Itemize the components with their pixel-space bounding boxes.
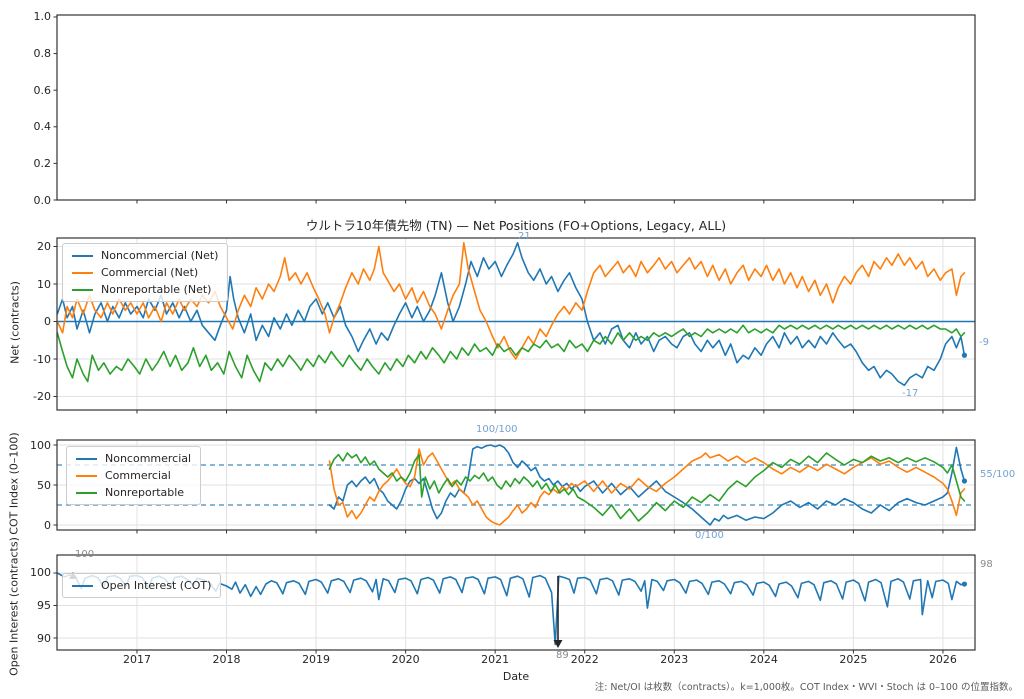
annotation: 100/100 bbox=[476, 424, 518, 435]
x-tick-label: 2019 bbox=[302, 653, 331, 666]
x-tick-label: 2021 bbox=[481, 653, 510, 666]
plot-border bbox=[56, 237, 976, 411]
y-tick-label: 0.8 bbox=[33, 47, 52, 61]
y-tick-label: 1.0 bbox=[33, 10, 52, 24]
legend-item-noncommercial: Noncommercial bbox=[76, 451, 191, 466]
legend-label: Nonreportable (Net) bbox=[101, 283, 212, 296]
y-tick-label: 0 bbox=[44, 315, 51, 328]
legend-item-nonreportable: Nonreportable bbox=[76, 485, 191, 500]
y-tick-label: 0.4 bbox=[33, 120, 52, 134]
legend-swatch-icon bbox=[72, 584, 93, 587]
legend: Noncommercial Commercial Nonreportable bbox=[66, 446, 202, 505]
x-tick-label: 2020 bbox=[391, 653, 420, 666]
legend-label: Noncommercial (Net) bbox=[101, 249, 219, 262]
footnote: 注: Net/OI は枚数（contracts）。k=1,000枚。COT In… bbox=[594, 682, 1018, 693]
series-line-commercial-net bbox=[56, 242, 966, 360]
annotation: -9 bbox=[979, 337, 989, 348]
series-line-nonreportable bbox=[328, 452, 966, 522]
annotation: 55/100 bbox=[980, 469, 1016, 480]
annotation: 0/100 bbox=[695, 530, 724, 541]
y-tick-label: 0 bbox=[44, 518, 51, 532]
series-end-marker bbox=[961, 581, 968, 587]
x-tick-label: 2026 bbox=[928, 653, 957, 666]
x-tick-label: 2023 bbox=[660, 653, 689, 666]
y-tick-label: 0.0 bbox=[33, 193, 52, 207]
y-tick-label: 95 bbox=[37, 598, 51, 612]
x-tick-label: 2018 bbox=[212, 653, 241, 666]
x-tick-label: 2025 bbox=[839, 653, 868, 666]
series-line-noncommercial-net bbox=[56, 242, 966, 387]
y-tick-label: 0.6 bbox=[33, 83, 52, 97]
annotation: 89 bbox=[556, 650, 569, 661]
annotation: -17 bbox=[902, 388, 919, 399]
series-line-commercial bbox=[328, 448, 966, 526]
x-tick-label: 2024 bbox=[749, 653, 778, 666]
series-line-nonreportable-net bbox=[56, 324, 966, 383]
legend-swatch-icon bbox=[76, 474, 97, 477]
legend-swatch-icon bbox=[72, 271, 93, 274]
y-tick-label: 20 bbox=[37, 240, 51, 253]
y-tick-label: 50 bbox=[37, 478, 51, 492]
legend: Open Interest (COT) bbox=[62, 573, 222, 598]
y-tick-label: 100 bbox=[30, 438, 51, 452]
arrow-head-icon bbox=[553, 640, 563, 648]
legend-label: Noncommercial bbox=[105, 452, 192, 465]
annotation: 21 bbox=[518, 231, 531, 242]
legend-label: Commercial (Net) bbox=[101, 266, 199, 279]
series-end-marker bbox=[961, 478, 968, 484]
legend-item-nonreportable-net: Nonreportable (Net) bbox=[72, 282, 218, 297]
x-tick-label: 2017 bbox=[122, 653, 151, 666]
y-tick-label: 100 bbox=[30, 566, 51, 580]
legend-swatch-icon bbox=[76, 491, 97, 494]
legend-item-open-interest-cot: Open Interest (COT) bbox=[72, 578, 211, 593]
legend-item-commercial: Commercial bbox=[76, 468, 191, 483]
x-axis-label: Date bbox=[502, 670, 530, 683]
y-tick-label: 90 bbox=[37, 631, 51, 645]
legend-label: Nonreportable bbox=[105, 486, 185, 499]
y-tick-label: 10 bbox=[37, 277, 51, 291]
x-tick-label: 2022 bbox=[570, 653, 599, 666]
legend-swatch-icon bbox=[72, 288, 93, 291]
y-tick-label: -10 bbox=[33, 352, 51, 366]
legend-label: Open Interest (COT) bbox=[101, 579, 212, 592]
legend: Noncommercial (Net) Commercial (Net) Nonre… bbox=[62, 243, 229, 302]
legend-swatch-icon bbox=[76, 457, 97, 460]
y-tick-label: -20 bbox=[33, 390, 51, 403]
legend-item-noncommercial-net: Noncommercial (Net) bbox=[72, 248, 218, 263]
series-end-marker bbox=[961, 352, 968, 358]
legend-swatch-icon bbox=[72, 254, 93, 257]
legend-label: Commercial bbox=[105, 469, 171, 482]
legend-item-commercial-net: Commercial (Net) bbox=[72, 265, 218, 280]
plot-border bbox=[56, 554, 976, 651]
annotation: 98 bbox=[980, 559, 993, 570]
plot-border bbox=[56, 14, 976, 201]
chart-title: ウルトラ10年債先物 (TN) — Net Positions (FO+Opti… bbox=[305, 218, 727, 233]
annotation: 100 bbox=[75, 549, 95, 560]
y-tick-label: 0.2 bbox=[33, 156, 52, 170]
